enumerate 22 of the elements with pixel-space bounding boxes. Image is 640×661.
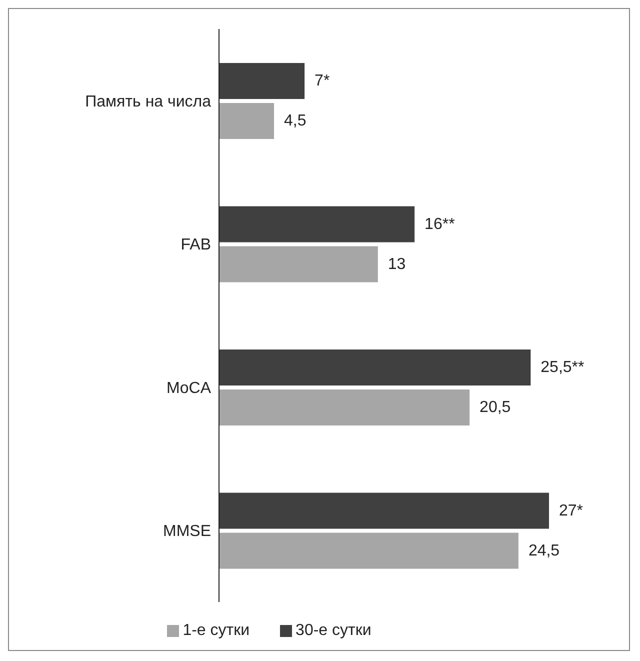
bar xyxy=(219,492,549,529)
data-label: 13 xyxy=(388,256,406,273)
data-label: 7* xyxy=(314,72,330,90)
bar xyxy=(219,206,415,242)
bar xyxy=(219,390,470,426)
bar xyxy=(219,63,305,99)
legend-label: 1-е сутки xyxy=(182,622,250,639)
y-tick-label: Память на числа xyxy=(85,93,212,110)
data-label: 25,5** xyxy=(540,359,584,376)
data-label: 27* xyxy=(559,502,584,520)
bar xyxy=(219,350,531,386)
data-label: 20,5 xyxy=(480,399,511,416)
bar xyxy=(219,246,378,282)
bar xyxy=(219,532,518,569)
y-tick-label: MMSE xyxy=(163,523,211,540)
data-label: 4,5 xyxy=(284,112,306,130)
data-label: 24,5 xyxy=(528,542,560,560)
y-tick-label: MoCA xyxy=(166,380,212,397)
bar xyxy=(219,103,274,139)
data-label: 16** xyxy=(424,216,455,233)
legend-label: 30-е сутки xyxy=(296,622,372,639)
y-tick-label: FAB xyxy=(180,236,211,254)
